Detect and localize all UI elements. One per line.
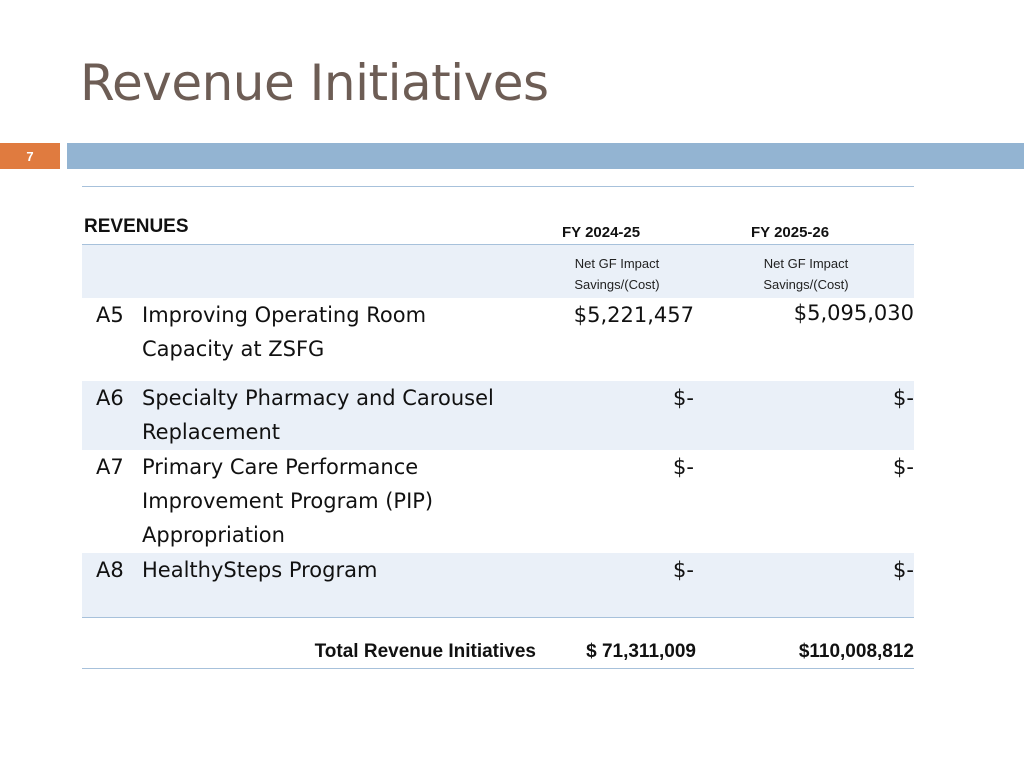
total-fy2425: $ 71,311,009 xyxy=(586,641,696,662)
table-header-row: REVENUES FY 2024-25 FY 2025-26 xyxy=(82,200,914,244)
row-code: A7 xyxy=(96,455,124,479)
total-row: Total Revenue Initiatives $ 71,311,009 $… xyxy=(82,641,914,669)
row-description: Primary Care Performance Improvement Pro… xyxy=(142,450,562,552)
table-row-a5: A5 Improving Operating Room Capacity at … xyxy=(82,298,914,381)
value-fy2526: $5,095,030 xyxy=(793,301,914,325)
description-line: Replacement xyxy=(142,420,280,444)
total-label: Total Revenue Initiatives xyxy=(314,641,536,662)
description-line: Improving Operating Room xyxy=(142,303,427,327)
slide-number: 7 xyxy=(0,143,60,169)
total-fy2526: $110,008,812 xyxy=(798,641,914,662)
row-description: Improving Operating Room Capacity at ZSF… xyxy=(142,298,562,366)
column-header-fy2425: FY 2024-25 xyxy=(562,224,641,241)
table-bottom-rule xyxy=(82,617,914,618)
row-code: A6 xyxy=(96,386,124,410)
value-fy2425: $- xyxy=(673,386,694,410)
table-row-a8: A8 HealthySteps Program $- $- xyxy=(82,553,914,618)
subheader-line: Net GF Impact xyxy=(574,256,660,271)
value-fy2526: $- xyxy=(893,386,914,410)
description-line: Primary Care Performance xyxy=(142,455,419,479)
table-row-a6: A6 Specialty Pharmacy and Carousel Repla… xyxy=(82,381,914,450)
column-subheader-fy2526: Net GF Impact Savings/(Cost) xyxy=(736,253,876,295)
row-code: A8 xyxy=(96,558,124,582)
subheader-line: Net GF Impact xyxy=(763,256,849,271)
description-line: HealthySteps Program xyxy=(142,558,378,582)
subheader-line: Savings/(Cost) xyxy=(574,277,660,292)
top-rule xyxy=(82,186,914,187)
value-fy2425: $5,221,457 xyxy=(573,303,694,327)
row-description: HealthySteps Program xyxy=(142,553,562,587)
value-fy2425: $- xyxy=(673,455,694,479)
revenues-heading: REVENUES xyxy=(84,216,189,237)
column-header-fy2526: FY 2025-26 xyxy=(751,224,830,241)
total-bottom-rule xyxy=(82,668,914,669)
value-fy2526: $- xyxy=(893,455,914,479)
row-code: A5 xyxy=(96,303,124,327)
revenue-table: REVENUES FY 2024-25 FY 2025-26 Net GF Im… xyxy=(82,200,914,618)
value-fy2526: $- xyxy=(893,558,914,582)
column-subheader-fy2425: Net GF Impact Savings/(Cost) xyxy=(547,253,687,295)
description-line: Specialty Pharmacy and Carousel xyxy=(142,386,494,410)
slide-title: Revenue Initiatives xyxy=(80,54,549,112)
table-subheader-row: Net GF Impact Savings/(Cost) Net GF Impa… xyxy=(82,244,914,298)
description-line: Appropriation xyxy=(142,523,285,547)
value-fy2425: $- xyxy=(673,558,694,582)
description-line: Improvement Program (PIP) xyxy=(142,489,434,513)
row-description: Specialty Pharmacy and Carousel Replacem… xyxy=(142,381,562,449)
description-line: Capacity at ZSFG xyxy=(142,337,325,361)
header-bar xyxy=(67,143,1024,169)
table-row-a7: A7 Primary Care Performance Improvement … xyxy=(82,450,914,553)
subheader-line: Savings/(Cost) xyxy=(763,277,849,292)
